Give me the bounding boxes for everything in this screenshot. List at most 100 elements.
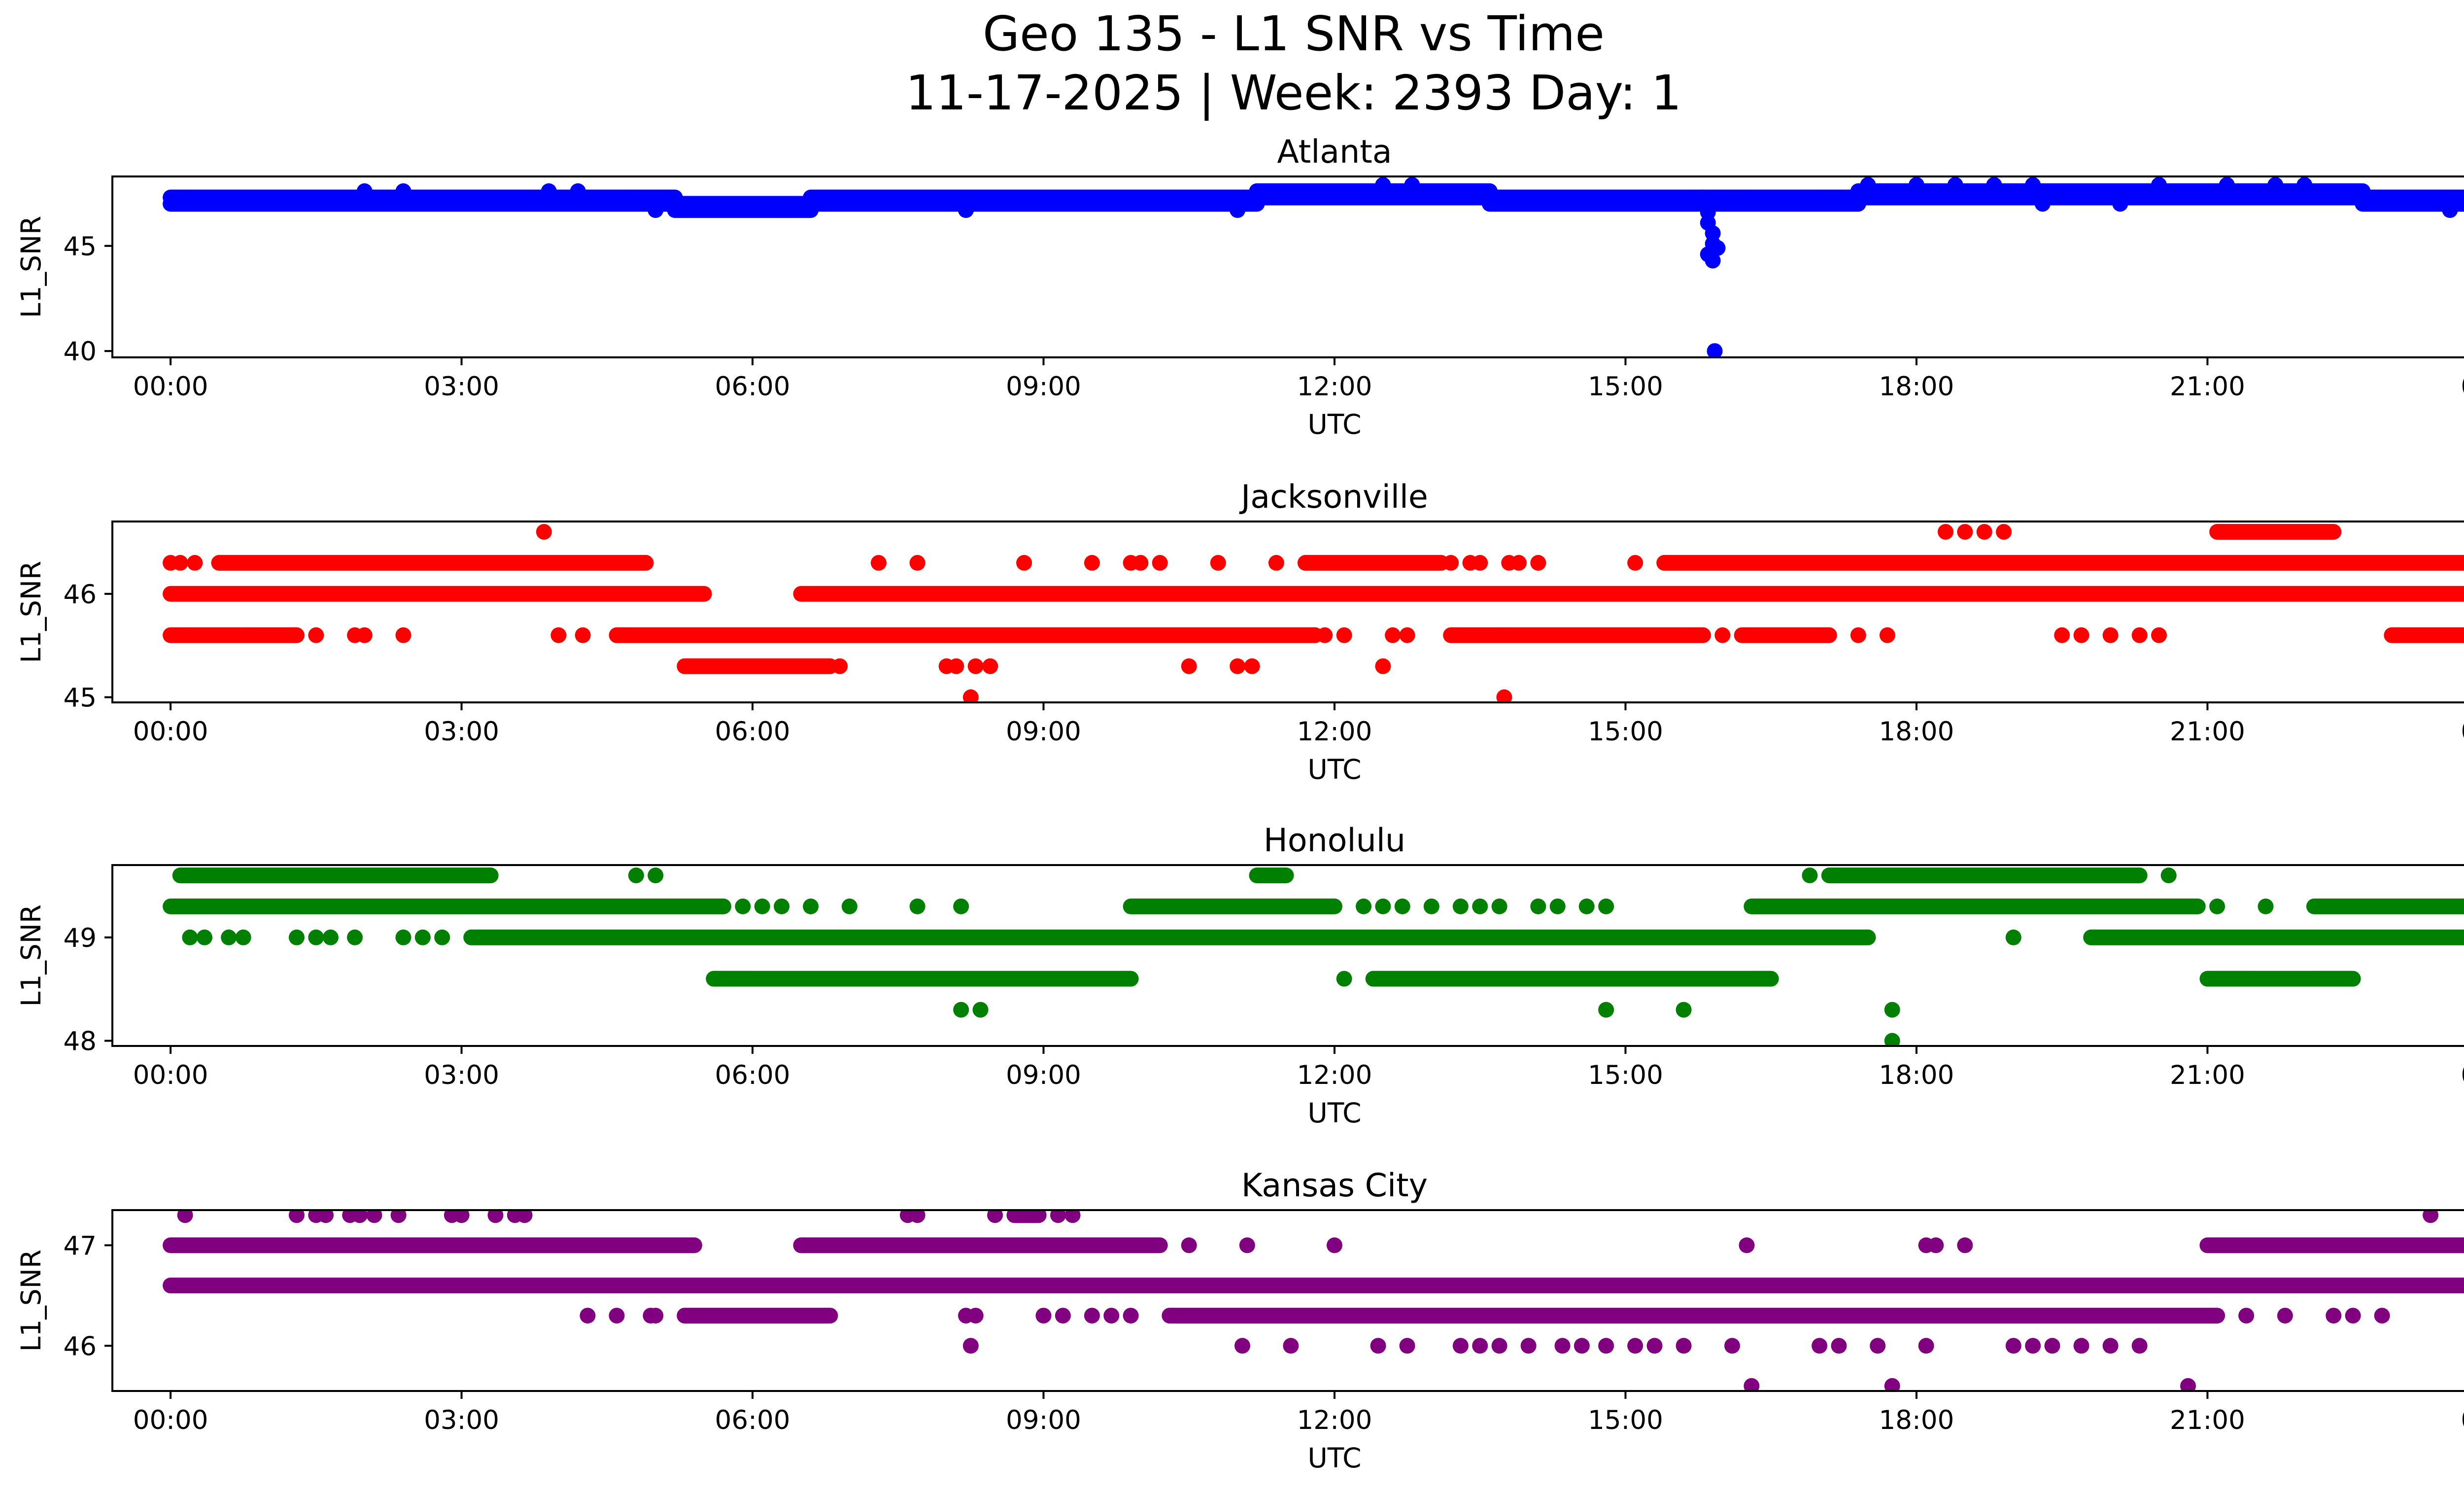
data-point: [1710, 240, 1726, 256]
subplot-honolulu: Honolulu 00:00 03:00 06:00 09:00 12:00 15:00 18…: [15, 822, 2464, 1129]
data-point: [735, 898, 751, 914]
x-tick-label: 00:00: [2461, 717, 2464, 747]
x-tick-label: 21:00: [2170, 1060, 2245, 1090]
data-point: [1598, 1338, 1614, 1354]
x-tick-label: 12:00: [1297, 372, 1372, 402]
data-point: [2219, 177, 2235, 193]
data-point: [1705, 252, 1721, 269]
x-tick-label: 09:00: [1006, 1060, 1081, 1090]
data-point: [953, 1002, 969, 1018]
data-point: [1399, 1338, 1415, 1354]
data-point: [648, 867, 664, 883]
y-tick-label: 45: [64, 683, 97, 713]
data-point: [1986, 177, 2002, 193]
data-point: [1739, 1237, 1755, 1253]
subplot-title: Honolulu: [1264, 822, 1405, 859]
data-point: [288, 1210, 305, 1223]
figure-title-line2: 11-17-2025 | Week: 2393 Day: 1: [906, 65, 1682, 121]
data-point: [841, 898, 857, 914]
data-layer: [163, 867, 2464, 1046]
data-point: [1064, 1210, 1081, 1223]
data-point: [909, 555, 925, 571]
data-point: [1375, 177, 1391, 193]
data-point: [2025, 177, 2041, 193]
data-point: [356, 183, 373, 199]
data-point: [2102, 1338, 2119, 1354]
data-point: [648, 202, 664, 218]
x-axis-label: UTC: [1307, 1442, 1361, 1474]
x-tick-label: 12:00: [1297, 1405, 1372, 1435]
data-point: [395, 627, 411, 643]
x-tick-label: 09:00: [1006, 372, 1081, 402]
x-tick-label: 09:00: [1006, 1405, 1081, 1435]
data-point: [1554, 1338, 1571, 1354]
figure-title-line1: Geo 135 - L1 SNR vs Time: [983, 6, 1605, 62]
x-tick-label: 03:00: [424, 1060, 499, 1090]
data-point: [832, 658, 848, 674]
data-point: [2112, 196, 2128, 212]
data-point: [1918, 1338, 1934, 1354]
data-point: [2073, 627, 2089, 643]
data-point: [1016, 555, 1032, 571]
data-layer: [163, 177, 2464, 357]
data-point: [395, 183, 411, 199]
data-point: [1976, 523, 1992, 540]
x-tick-label: 00:00: [2461, 372, 2464, 402]
data-point: [1957, 523, 1973, 540]
data-point: [550, 627, 567, 643]
data-point: [1055, 1308, 1071, 1324]
data-point: [1627, 1338, 1643, 1354]
data-point: [1327, 1237, 1342, 1253]
data-point: [351, 1210, 368, 1223]
data-point: [962, 689, 979, 702]
x-tick-label: 03:00: [424, 717, 499, 747]
data-point: [1317, 627, 1333, 643]
data-point: [2374, 1308, 2390, 1324]
data-point: [1870, 1338, 1886, 1354]
x-tick-label: 21:00: [2170, 372, 2245, 402]
data-point: [953, 898, 969, 914]
data-layer: [163, 1210, 2464, 1391]
x-tick-label: 18:00: [1879, 1060, 1954, 1090]
data-point: [1598, 1002, 1614, 1018]
data-point: [2442, 202, 2458, 218]
data-point: [774, 202, 790, 218]
data-point: [2258, 898, 2274, 914]
data-point: [754, 898, 770, 914]
data-point: [2054, 627, 2070, 643]
data-point: [395, 929, 411, 945]
data-point: [1084, 1308, 1100, 1324]
x-tick-label: 06:00: [715, 1060, 790, 1090]
data-point: [1472, 555, 1488, 571]
data-point: [1375, 898, 1391, 914]
data-point: [1385, 627, 1401, 643]
y-tick-label: 48: [64, 1027, 97, 1057]
subplot-kansas-city: Kansas City 00:00 03:00 06:00 09:00 12:00 15:0…: [15, 1167, 2464, 1474]
data-point: [575, 627, 591, 643]
data-point: [308, 627, 324, 643]
data-point: [1356, 898, 1372, 914]
data-point: [221, 929, 237, 945]
data-point: [177, 1210, 193, 1223]
data-point: [1283, 1338, 1299, 1354]
x-tick-label: 03:00: [424, 372, 499, 402]
data-point: [1230, 202, 1246, 218]
data-point: [967, 658, 984, 674]
y-tick-label: 45: [64, 232, 97, 262]
data-point: [414, 929, 431, 945]
data-point: [2034, 196, 2051, 212]
data-point: [1394, 898, 1410, 914]
subplot-title: Atlanta: [1277, 134, 1392, 171]
data-point: [2131, 1338, 2148, 1354]
y-tick-label: 49: [64, 923, 97, 953]
x-tick-label: 00:00: [133, 717, 208, 747]
data-point: [1123, 1308, 1139, 1324]
data-point: [1181, 1237, 1197, 1253]
x-tick-label: 15:00: [1588, 717, 1663, 747]
data-point: [774, 898, 790, 914]
x-tick-label: 12:00: [1297, 1060, 1372, 1090]
data-point: [2102, 627, 2119, 643]
x-axis-label: UTC: [1307, 754, 1361, 785]
data-point: [366, 1210, 382, 1223]
x-tick-label: 21:00: [2170, 717, 2245, 747]
